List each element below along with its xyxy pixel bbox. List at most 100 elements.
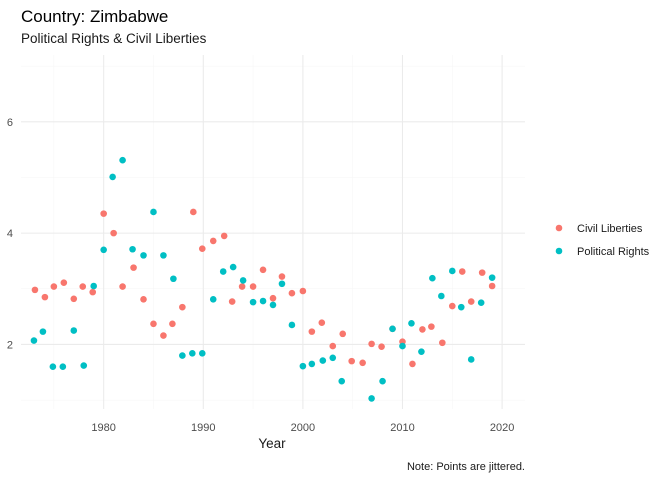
data-point-civil-liberties	[318, 319, 326, 327]
data-point-political-rights	[239, 277, 247, 284]
data-point-political-rights	[418, 348, 425, 355]
data-point-political-rights	[90, 282, 98, 290]
data-point-political-rights	[150, 208, 157, 216]
data-point-political-rights	[389, 325, 396, 333]
data-point-political-rights	[170, 275, 177, 283]
data-point-civil-liberties	[308, 328, 316, 335]
legend-label-civil-liberties: Civil Liberties	[577, 223, 643, 235]
data-point-civil-liberties	[79, 283, 87, 290]
data-point-political-rights	[299, 362, 307, 370]
y-tick-label: 6	[7, 117, 13, 129]
data-point-civil-liberties	[428, 323, 435, 330]
data-point-civil-liberties	[238, 283, 246, 290]
data-point-political-rights	[49, 363, 57, 370]
chart-title: Country: Zimbabwe	[21, 7, 168, 26]
data-point-civil-liberties	[140, 296, 147, 303]
data-point-civil-liberties	[228, 298, 236, 305]
data-point-civil-liberties	[190, 208, 197, 216]
data-point-civil-liberties	[288, 289, 296, 297]
data-point-political-rights	[457, 303, 465, 311]
data-point-civil-liberties	[339, 330, 347, 338]
data-point-civil-liberties	[160, 332, 167, 339]
data-point-political-rights	[30, 337, 38, 344]
data-point-political-rights	[259, 297, 267, 305]
data-point-civil-liberties	[179, 303, 186, 311]
x-tick-label: 1980	[91, 422, 115, 434]
data-point-civil-liberties	[478, 269, 486, 276]
data-point-political-rights	[467, 356, 475, 363]
x-tick-label: 1990	[191, 422, 215, 434]
data-point-civil-liberties	[209, 237, 217, 245]
data-point-political-rights	[109, 173, 116, 181]
data-point-political-rights	[59, 363, 67, 370]
data-point-political-rights	[329, 354, 337, 362]
data-point-political-rights	[429, 274, 436, 282]
data-point-political-rights	[379, 377, 386, 385]
data-point-civil-liberties	[119, 283, 126, 290]
y-tick-label: 4	[7, 228, 13, 240]
data-point-civil-liberties	[488, 282, 496, 290]
chart-caption: Note: Points are jittered.	[407, 461, 525, 473]
data-point-civil-liberties	[359, 359, 366, 367]
legend: Civil Liberties Political Rights	[555, 223, 650, 258]
data-point-civil-liberties	[467, 298, 475, 305]
data-point-civil-liberties	[41, 293, 49, 301]
data-point-political-rights	[140, 252, 147, 259]
data-point-political-rights	[368, 395, 375, 402]
legend-label-political-rights: Political Rights	[577, 246, 650, 258]
data-point-civil-liberties	[439, 339, 446, 347]
data-point-civil-liberties	[130, 264, 137, 271]
data-point-political-rights	[408, 319, 415, 327]
data-point-civil-liberties	[448, 302, 456, 310]
data-point-political-rights	[129, 245, 136, 253]
data-point-political-rights	[269, 301, 277, 309]
data-point-civil-liberties	[89, 288, 97, 296]
data-point-political-rights	[198, 350, 206, 357]
data-point-political-rights	[288, 321, 296, 329]
x-tick-label: 2000	[291, 422, 315, 434]
chart-subtitle: Political Rights & Civil Liberties	[21, 31, 207, 46]
data-point-civil-liberties	[198, 245, 206, 252]
data-point-political-rights	[39, 328, 47, 335]
data-point-civil-liberties	[368, 340, 375, 348]
data-point-political-rights	[229, 263, 237, 271]
data-point-political-rights	[70, 327, 78, 334]
x-axis-tick-labels: 1980 1990 2000 2010 2020	[91, 422, 514, 434]
data-points	[30, 156, 496, 402]
data-point-political-rights	[209, 296, 217, 303]
data-point-civil-liberties	[419, 326, 426, 333]
data-point-civil-liberties	[278, 273, 286, 280]
data-point-civil-liberties	[70, 295, 78, 303]
legend-key-civil-liberties	[555, 224, 563, 232]
data-point-political-rights	[189, 350, 196, 357]
data-point-political-rights	[100, 246, 107, 254]
data-point-civil-liberties	[378, 343, 385, 350]
data-point-civil-liberties	[458, 268, 466, 275]
data-point-political-rights	[249, 298, 257, 306]
legend-item-civil-liberties: Civil Liberties	[555, 223, 643, 235]
data-point-civil-liberties	[50, 283, 58, 290]
data-point-political-rights	[119, 156, 126, 164]
data-point-civil-liberties	[259, 266, 267, 274]
data-point-political-rights	[448, 267, 456, 275]
data-point-political-rights	[338, 377, 346, 385]
data-point-civil-liberties	[60, 279, 68, 286]
data-point-civil-liberties	[31, 286, 39, 294]
data-point-political-rights	[80, 362, 88, 369]
data-point-political-rights	[179, 352, 186, 359]
data-point-civil-liberties	[249, 283, 257, 290]
data-point-political-rights	[308, 360, 316, 368]
grid-lines	[21, 55, 525, 409]
data-point-political-rights	[319, 357, 327, 364]
data-point-political-rights	[219, 268, 227, 275]
data-point-civil-liberties	[348, 357, 355, 365]
data-point-civil-liberties	[409, 360, 416, 368]
y-tick-label: 2	[7, 339, 13, 351]
legend-item-political-rights: Political Rights	[555, 246, 650, 258]
data-point-civil-liberties	[299, 287, 307, 295]
x-axis-title: Year	[258, 436, 286, 451]
data-point-civil-liberties	[169, 320, 176, 328]
legend-key-political-rights	[555, 247, 563, 255]
data-point-civil-liberties	[269, 294, 277, 302]
